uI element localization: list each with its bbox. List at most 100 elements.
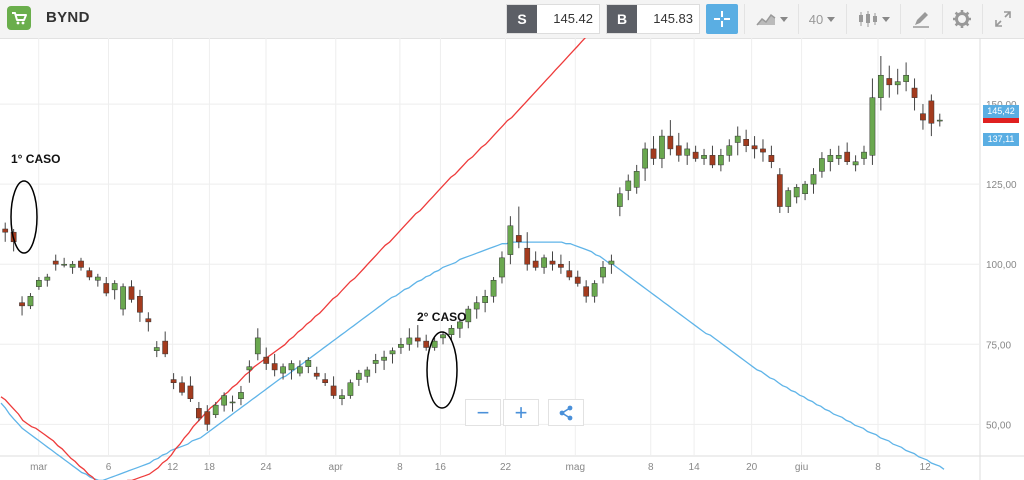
- crosshair-button[interactable]: [706, 4, 738, 34]
- candle-body: [684, 148, 691, 156]
- candle-body: [785, 190, 792, 207]
- candle-body: [574, 276, 581, 284]
- candle: [448, 325, 455, 342]
- candle-body: [111, 283, 118, 291]
- candle: [263, 347, 270, 370]
- candle: [574, 270, 581, 287]
- candle: [920, 104, 926, 130]
- candle-body: [734, 135, 741, 143]
- chart-type-button[interactable]: [750, 4, 794, 34]
- candle: [650, 136, 657, 165]
- candle-body: [743, 139, 749, 146]
- x-tick-label: 22: [500, 462, 512, 473]
- candle: [877, 56, 884, 111]
- period-button[interactable]: 40: [802, 4, 842, 34]
- zoom-in-button[interactable]: +: [503, 399, 539, 426]
- ema-price-tag: 137,11: [983, 133, 1019, 146]
- candle-body: [583, 286, 590, 297]
- candle: [431, 337, 438, 351]
- candle: [78, 257, 84, 271]
- candle: [928, 94, 935, 137]
- buy-label: B: [607, 5, 637, 33]
- candle-body: [701, 155, 707, 159]
- candle-body: [869, 97, 876, 156]
- toolbar-divider: [798, 4, 799, 34]
- y-tick-label: 75,00: [986, 340, 1011, 351]
- fullscreen-button[interactable]: [986, 4, 1020, 34]
- buy-quote-button[interactable]: B 145.83: [606, 4, 700, 34]
- candle-body: [330, 385, 337, 396]
- candle-body: [827, 155, 834, 162]
- x-tick-label: mar: [30, 462, 48, 473]
- candle-body: [381, 356, 387, 361]
- moving-averages: [0, 38, 945, 480]
- candle: [305, 357, 312, 374]
- candle-body: [802, 183, 808, 194]
- candle: [347, 379, 354, 399]
- candle-body: [515, 235, 522, 243]
- candle: [861, 145, 867, 165]
- candle-body: [490, 279, 497, 297]
- candle: [490, 277, 497, 303]
- candle-body: [482, 296, 488, 303]
- candle: [398, 337, 404, 354]
- candle: [254, 328, 261, 361]
- candle-body: [760, 148, 766, 153]
- candle: [903, 62, 909, 92]
- indicators-button[interactable]: [852, 4, 896, 34]
- candle-body: [600, 267, 606, 278]
- candle: [869, 78, 876, 165]
- candle: [768, 145, 775, 169]
- chevron-down-icon: [882, 16, 890, 22]
- candle: [27, 293, 34, 310]
- candle-body: [911, 87, 918, 98]
- candle: [499, 251, 505, 284]
- candle-body: [406, 337, 413, 345]
- candle-body: [69, 263, 76, 268]
- candle-body: [162, 340, 169, 355]
- draw-button[interactable]: [904, 4, 938, 34]
- candle: [911, 78, 918, 111]
- candle: [684, 142, 691, 165]
- zoom-out-button[interactable]: −: [465, 399, 501, 426]
- candle-body: [103, 283, 110, 294]
- candle: [69, 261, 76, 274]
- share-button[interactable]: [548, 399, 584, 426]
- candle-body: [52, 260, 59, 265]
- x-tick-label: 8: [397, 462, 403, 473]
- x-tick-label: 18: [204, 462, 216, 473]
- candle: [61, 257, 68, 268]
- candle-body: [541, 257, 547, 268]
- candle: [212, 401, 219, 418]
- y-tick-label: 100,00: [986, 260, 1017, 271]
- candle: [406, 328, 413, 351]
- candle-body: [861, 151, 867, 159]
- candle-body: [44, 276, 51, 281]
- candle-body: [280, 366, 286, 374]
- settings-button[interactable]: [946, 4, 978, 34]
- toolbar-divider: [744, 4, 745, 34]
- share-icon: [559, 405, 573, 420]
- candle-body: [591, 283, 598, 297]
- candle: [313, 366, 320, 380]
- candle: [827, 148, 834, 172]
- case-1-label: 1° CASO: [11, 152, 60, 166]
- candle-body: [835, 155, 842, 159]
- candle-body: [810, 174, 817, 185]
- candle-body: [212, 404, 219, 416]
- candle: [793, 184, 800, 204]
- candle: [608, 254, 615, 274]
- x-tick-label: apr: [329, 462, 344, 473]
- candle-body: [86, 270, 93, 278]
- candle-body: [936, 119, 943, 122]
- candle: [625, 174, 632, 201]
- candle-body: [389, 350, 396, 355]
- sell-quote-button[interactable]: S 145.42: [506, 4, 600, 34]
- candle: [675, 132, 682, 162]
- ema-slow-line: [0, 241, 945, 480]
- toolbar-divider: [982, 4, 983, 34]
- candle-body: [726, 145, 733, 156]
- candle: [372, 353, 379, 374]
